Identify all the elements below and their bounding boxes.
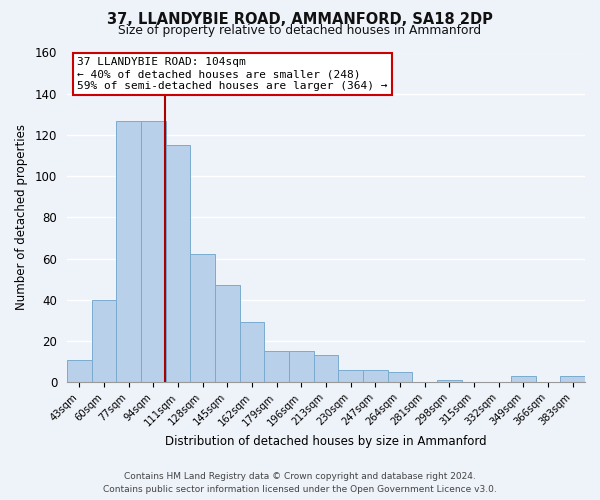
Bar bbox=[92, 300, 116, 382]
Bar bbox=[116, 120, 141, 382]
Text: 37 LLANDYBIE ROAD: 104sqm
← 40% of detached houses are smaller (248)
59% of semi: 37 LLANDYBIE ROAD: 104sqm ← 40% of detac… bbox=[77, 58, 388, 90]
Text: Contains HM Land Registry data © Crown copyright and database right 2024.
Contai: Contains HM Land Registry data © Crown c… bbox=[103, 472, 497, 494]
Bar bbox=[388, 372, 412, 382]
Bar bbox=[141, 120, 166, 382]
Bar bbox=[338, 370, 363, 382]
Bar bbox=[239, 322, 265, 382]
Bar bbox=[166, 145, 190, 382]
Bar bbox=[560, 376, 585, 382]
Bar bbox=[67, 360, 92, 382]
Bar bbox=[289, 352, 314, 382]
Y-axis label: Number of detached properties: Number of detached properties bbox=[15, 124, 28, 310]
Bar bbox=[314, 356, 338, 382]
Text: Size of property relative to detached houses in Ammanford: Size of property relative to detached ho… bbox=[118, 24, 482, 37]
X-axis label: Distribution of detached houses by size in Ammanford: Distribution of detached houses by size … bbox=[165, 434, 487, 448]
Text: 37, LLANDYBIE ROAD, AMMANFORD, SA18 2DP: 37, LLANDYBIE ROAD, AMMANFORD, SA18 2DP bbox=[107, 12, 493, 28]
Bar bbox=[265, 352, 289, 382]
Bar bbox=[363, 370, 388, 382]
Bar bbox=[437, 380, 461, 382]
Bar bbox=[190, 254, 215, 382]
Bar bbox=[511, 376, 536, 382]
Bar bbox=[215, 286, 239, 382]
